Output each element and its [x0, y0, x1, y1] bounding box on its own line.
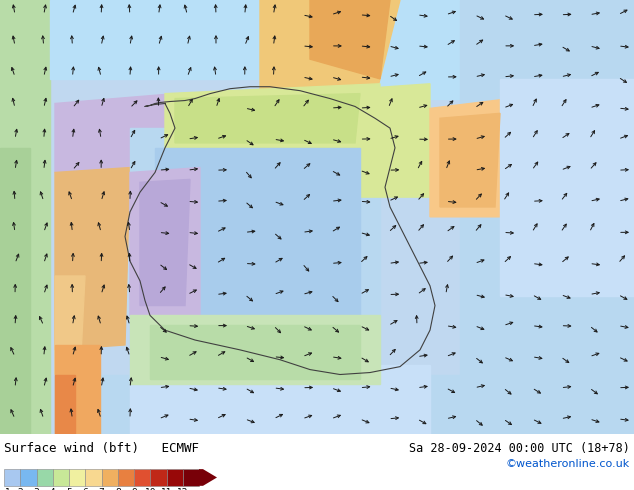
- Polygon shape: [55, 94, 175, 172]
- Bar: [101, 469, 118, 486]
- Polygon shape: [55, 168, 130, 350]
- Polygon shape: [440, 113, 500, 207]
- Polygon shape: [55, 345, 100, 434]
- Text: 5: 5: [66, 488, 72, 490]
- Bar: [20, 469, 37, 486]
- Bar: [4, 469, 20, 486]
- Bar: [69, 469, 85, 486]
- Polygon shape: [100, 374, 460, 434]
- Text: 6: 6: [82, 488, 88, 490]
- Text: 4: 4: [50, 488, 56, 490]
- Polygon shape: [150, 325, 360, 379]
- Polygon shape: [340, 0, 634, 98]
- Bar: [150, 469, 167, 486]
- Text: Surface wind (bft)   ECMWF: Surface wind (bft) ECMWF: [4, 442, 199, 455]
- Polygon shape: [460, 0, 634, 434]
- Text: Sa 28-09-2024 00:00 UTC (18+78): Sa 28-09-2024 00:00 UTC (18+78): [409, 442, 630, 455]
- Text: 3: 3: [34, 488, 39, 490]
- Text: ©weatheronline.co.uk: ©weatheronline.co.uk: [506, 459, 630, 469]
- Bar: [167, 469, 183, 486]
- Polygon shape: [140, 179, 190, 306]
- Polygon shape: [500, 79, 634, 295]
- Text: 2: 2: [18, 488, 23, 490]
- Bar: [37, 469, 53, 486]
- Polygon shape: [55, 374, 75, 434]
- Text: 8: 8: [115, 488, 120, 490]
- Polygon shape: [55, 276, 85, 374]
- Polygon shape: [260, 0, 400, 118]
- Polygon shape: [0, 148, 30, 434]
- FancyArrow shape: [199, 469, 217, 486]
- Polygon shape: [360, 84, 430, 197]
- Text: 1: 1: [5, 488, 11, 490]
- Text: 11: 11: [161, 488, 172, 490]
- Bar: [183, 469, 199, 486]
- Polygon shape: [155, 148, 360, 355]
- Polygon shape: [130, 316, 380, 384]
- Polygon shape: [50, 0, 340, 79]
- Text: 10: 10: [145, 488, 156, 490]
- Polygon shape: [130, 128, 380, 374]
- Polygon shape: [165, 84, 380, 148]
- Bar: [134, 469, 150, 486]
- Polygon shape: [175, 94, 360, 143]
- Polygon shape: [130, 365, 430, 434]
- Polygon shape: [0, 0, 50, 434]
- Text: 7: 7: [99, 488, 105, 490]
- Polygon shape: [310, 0, 390, 79]
- Bar: [53, 469, 69, 486]
- Bar: [85, 469, 101, 486]
- Bar: [118, 469, 134, 486]
- Polygon shape: [130, 168, 200, 316]
- Polygon shape: [430, 98, 510, 217]
- Polygon shape: [0, 0, 634, 434]
- Text: 12: 12: [177, 488, 188, 490]
- Text: 9: 9: [131, 488, 137, 490]
